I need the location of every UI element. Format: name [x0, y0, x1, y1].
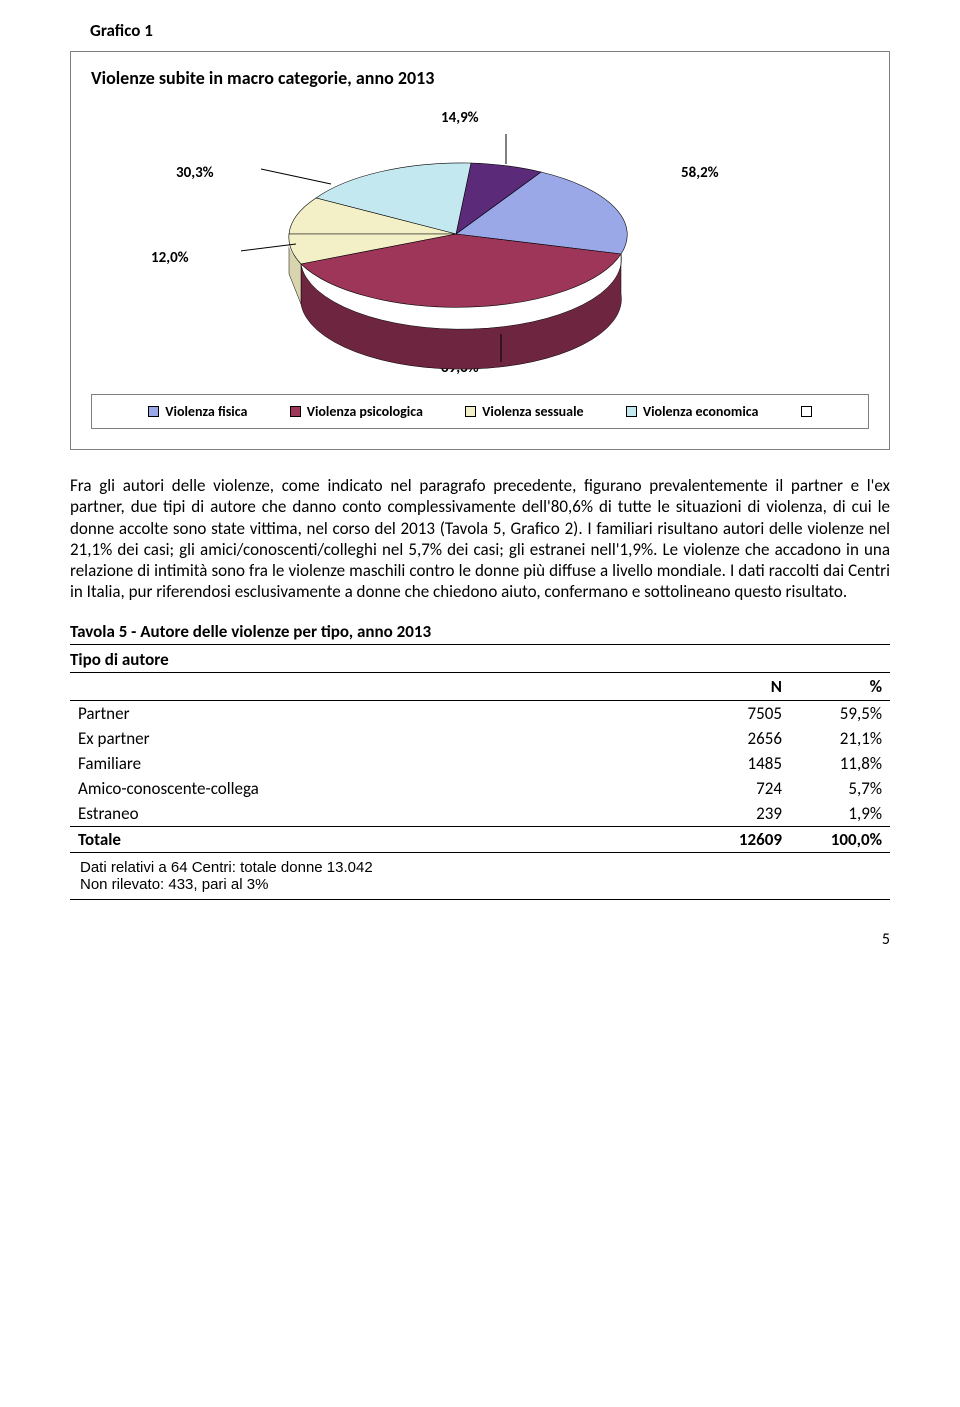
- pie-label-top: 14,9%: [441, 109, 479, 127]
- footnote-box: Dati relativi a 64 Centri: totale donne …: [70, 852, 890, 900]
- table-row: Ex partner 2656 21,1%: [70, 726, 890, 751]
- legend-label: Violenza sessuale: [482, 403, 583, 420]
- legend-label: Violenza economica: [643, 403, 759, 420]
- row-pct: 21,1%: [790, 726, 890, 751]
- legend-label: Violenza fisica: [165, 403, 247, 420]
- legend-item-economica: Violenza economica: [626, 403, 759, 420]
- row-pct: 1,9%: [790, 801, 890, 827]
- col-pct: %: [790, 673, 890, 701]
- pie-label-right: 58,2%: [681, 164, 719, 182]
- author-table: N % Partner 7505 59,5% Ex partner 2656 2…: [70, 673, 890, 853]
- legend-item-blank: [801, 406, 812, 417]
- legend-item-psicologica: Violenza psicologica: [290, 403, 423, 420]
- pie-chart-svg: [241, 134, 671, 374]
- legend-item-sessuale: Violenza sessuale: [465, 403, 583, 420]
- pie-label-left: 30,3%: [176, 164, 214, 182]
- table-subheader: Tipo di autore: [70, 647, 890, 673]
- body-paragraph: Fra gli autori delle violenze, come indi…: [70, 475, 890, 603]
- footnote-line2: Non rilevato: 433, pari al 3%: [80, 876, 880, 893]
- row-label: Partner: [70, 700, 690, 726]
- row-pct: 59,5%: [790, 700, 890, 726]
- pie-chart-area: 14,9% 30,3% 58,2% 12,0% 69,6%: [91, 104, 869, 394]
- footnote-line1: Dati relativi a 64 Centri: totale donne …: [80, 859, 880, 876]
- table-body: Partner 7505 59,5% Ex partner 2656 21,1%…: [70, 700, 890, 852]
- legend-swatch: [465, 406, 476, 417]
- table-row: Estraneo 239 1,9%: [70, 801, 890, 827]
- row-n: 1485: [690, 751, 790, 776]
- pie-label-midleft: 12,0%: [151, 249, 189, 267]
- legend-item-fisica: Violenza fisica: [148, 403, 247, 420]
- total-label: Totale: [70, 826, 690, 852]
- legend-swatch-blank: [801, 406, 812, 417]
- row-label: Estraneo: [70, 801, 690, 827]
- table-row: Familiare 1485 11,8%: [70, 751, 890, 776]
- total-n: 12609: [690, 826, 790, 852]
- legend-swatch: [148, 406, 159, 417]
- row-n: 2656: [690, 726, 790, 751]
- row-pct: 5,7%: [790, 776, 890, 801]
- col-n: N: [690, 673, 790, 701]
- table-total-row: Totale 12609 100,0%: [70, 826, 890, 852]
- table-row: Amico-conoscente-collega 724 5,7%: [70, 776, 890, 801]
- chart-title: Violenze subite in macro categorie, anno…: [91, 67, 869, 89]
- chart-heading: Grafico 1: [90, 20, 890, 41]
- row-label: Ex partner: [70, 726, 690, 751]
- legend-label: Violenza psicologica: [307, 403, 423, 420]
- row-pct: 11,8%: [790, 751, 890, 776]
- chart-legend: Violenza fisica Violenza psicologica Vio…: [91, 394, 869, 429]
- row-label: Amico-conoscente-collega: [70, 776, 690, 801]
- row-label: Familiare: [70, 751, 690, 776]
- table-row: Partner 7505 59,5%: [70, 700, 890, 726]
- row-n: 239: [690, 801, 790, 827]
- legend-swatch: [626, 406, 637, 417]
- row-n: 7505: [690, 700, 790, 726]
- legend-swatch: [290, 406, 301, 417]
- page-number: 5: [70, 930, 890, 949]
- table-title: Tavola 5 - Autore delle violenze per tip…: [70, 621, 890, 645]
- total-pct: 100,0%: [790, 826, 890, 852]
- chart-container: Violenze subite in macro categorie, anno…: [70, 51, 890, 450]
- row-n: 724: [690, 776, 790, 801]
